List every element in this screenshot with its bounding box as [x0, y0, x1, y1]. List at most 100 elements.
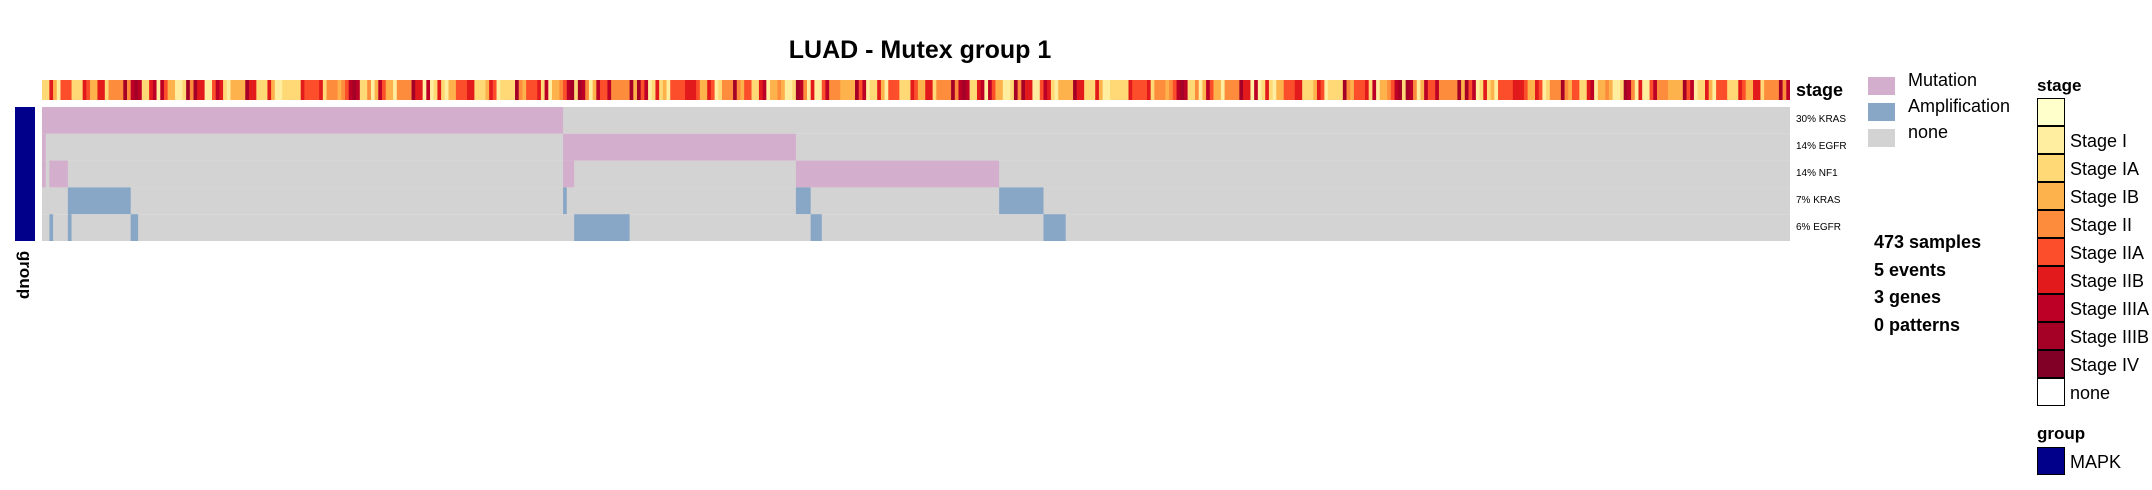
- alteration-cell-4-4: [810, 214, 822, 241]
- stage-cell-375: [1427, 80, 1432, 100]
- stage-cell-323: [1235, 80, 1240, 100]
- stage-cell-377: [1435, 80, 1440, 100]
- stage-cell-177: [696, 80, 701, 100]
- stage-cell-409: [1553, 80, 1558, 100]
- stage-cell-407: [1546, 80, 1551, 100]
- chart-title: LUAD - Mutex group 1: [788, 36, 1052, 64]
- stage-cell-259: [999, 80, 1004, 100]
- stage-cell-44: [204, 80, 209, 100]
- stage-cell-284: [1091, 80, 1096, 100]
- stage-cell-124: [500, 80, 505, 100]
- stage-cell-252: [973, 80, 978, 100]
- stage-cell-120: [485, 80, 490, 100]
- stage-cell-469: [1775, 80, 1780, 100]
- stage-cell-207: [806, 80, 812, 100]
- alteration-legend-label: Amplification: [1908, 96, 2011, 116]
- stage-cell-13: [90, 80, 95, 100]
- alteration-cell-2-0: [42, 160, 46, 188]
- stage-cell-248: [958, 80, 963, 100]
- stage-cell-53: [237, 80, 242, 100]
- stage-cell-8: [71, 80, 76, 100]
- stage-cell-415: [1575, 80, 1580, 100]
- stage-cell-433: [1642, 80, 1647, 100]
- stage-cell-465: [1760, 80, 1765, 100]
- stage-cell-319: [1220, 80, 1225, 100]
- stage-cell-104: [426, 80, 431, 100]
- stage-cell-278: [1069, 80, 1074, 100]
- stage-cell-367: [1398, 80, 1403, 100]
- stage-cell-156: [618, 80, 623, 100]
- stage-cell-353: [1346, 80, 1351, 100]
- stage-cell-287: [1102, 80, 1107, 100]
- stage-cell-61: [267, 80, 272, 100]
- stage-cell-306: [1172, 80, 1177, 100]
- stage-cell-48: [219, 80, 224, 100]
- stage-cell-42: [197, 80, 202, 100]
- stage-cell-364: [1387, 80, 1392, 100]
- stage-cell-68: [293, 80, 298, 100]
- stage-cell-445: [1686, 80, 1691, 100]
- stage-cell-22: [123, 80, 128, 100]
- stage-cell-230: [891, 80, 897, 100]
- stage-cell-376: [1431, 80, 1436, 100]
- stage-cell-39: [186, 80, 191, 100]
- stage-cell-93: [385, 80, 390, 100]
- stage-cell-451: [1708, 80, 1713, 100]
- stage-cell-232: [899, 80, 904, 100]
- stage-cell-421: [1597, 80, 1602, 100]
- stage-cell-133: [533, 80, 538, 100]
- stage-cell-332: [1268, 80, 1274, 100]
- stage-cell-275: [1058, 80, 1063, 100]
- stage-cell-100: [411, 80, 416, 100]
- stage-cell-326: [1246, 80, 1251, 100]
- group-legend-title: group: [2037, 424, 2086, 443]
- stage-cell-138: [551, 80, 557, 100]
- stage-cell-337: [1287, 80, 1292, 100]
- stage-cell-362: [1379, 80, 1384, 100]
- stage-legend-swatch: [2037, 350, 2065, 378]
- stage-cell-331: [1265, 80, 1270, 100]
- stage-cell-75: [319, 80, 324, 100]
- stage-legend-swatch: [2037, 210, 2065, 238]
- alteration-cell-3-3: [999, 187, 1044, 215]
- stage-cell-385: [1464, 80, 1469, 100]
- stage-cell-74: [315, 80, 320, 100]
- stage-cell-411: [1560, 80, 1565, 100]
- row-label-1: 14% EGFR: [1796, 141, 1847, 153]
- stage-cell-234: [906, 80, 911, 100]
- stage-cell-57: [252, 80, 257, 100]
- stage-cell-84: [352, 80, 357, 100]
- stage-cell-458: [1734, 80, 1739, 100]
- stage-cell-153: [607, 80, 612, 100]
- stage-cell-263: [1013, 80, 1019, 100]
- stage-cell-32: [160, 80, 165, 100]
- stage-cell-199: [777, 80, 782, 100]
- stage-cell-78: [330, 80, 335, 100]
- stage-track: [42, 80, 1790, 100]
- stage-cell-60: [263, 80, 268, 100]
- stage-cell-224: [869, 80, 874, 100]
- stage-cell-145: [577, 80, 582, 100]
- stage-cell-380: [1446, 80, 1451, 100]
- stage-cell-468: [1771, 80, 1776, 100]
- stage-cell-257: [991, 80, 996, 100]
- stage-cell-321: [1228, 80, 1233, 100]
- alteration-cell-2-2: [563, 160, 575, 188]
- stage-cell-237: [917, 80, 922, 100]
- stage-cell-285: [1095, 80, 1100, 100]
- stage-cell-272: [1047, 80, 1052, 100]
- stage-cell-246: [951, 80, 956, 100]
- stage-cell-425: [1612, 80, 1617, 100]
- stage-cell-162: [640, 80, 645, 100]
- stage-cell-267: [1028, 80, 1033, 100]
- stage-cell-76: [322, 80, 327, 100]
- stage-cell-297: [1139, 80, 1144, 100]
- stage-cell-286: [1098, 80, 1104, 100]
- stage-cell-279: [1073, 80, 1078, 100]
- stage-cell-113: [459, 80, 464, 100]
- stage-cell-118: [478, 80, 483, 100]
- alteration-legend-swatch: [1868, 77, 1895, 95]
- stage-cell-466: [1764, 80, 1769, 100]
- stage-cell-189: [740, 80, 745, 100]
- stage-cell-168: [662, 80, 667, 100]
